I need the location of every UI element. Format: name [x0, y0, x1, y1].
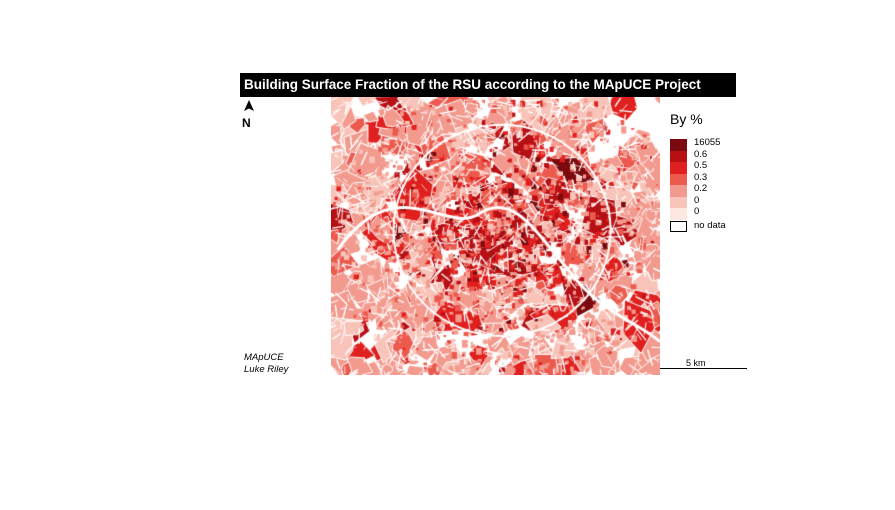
legend-title: By % [670, 111, 703, 127]
legend-swatch [670, 173, 687, 185]
legend-label: 0.3 [694, 171, 708, 183]
legend-swatch [670, 208, 687, 220]
scale-label: 5 km [686, 358, 706, 368]
scale-bar [660, 368, 747, 369]
legend-item: 0 [670, 206, 760, 220]
legend-swatch [670, 185, 687, 197]
legend-swatch [670, 162, 687, 174]
legend-item: 0 [670, 194, 760, 208]
choropleth-canvas [331, 97, 660, 375]
legend-label: 0.5 [694, 160, 708, 171]
map-credit: MApUCE Luke Riley [244, 352, 288, 376]
legend-swatch [670, 150, 687, 162]
north-arrow-icon [242, 99, 256, 129]
legend-item: 0.2 [670, 183, 760, 197]
legend-item: 0.5 [670, 160, 760, 174]
legend-label: 0.6 [694, 148, 708, 160]
legend-label: 0 [694, 194, 700, 206]
legend-label-no-data: no data [694, 219, 726, 231]
legend-item-no-data: no data [670, 220, 760, 234]
legend-label: 0.2 [694, 183, 708, 194]
credit-author: Luke Riley [244, 364, 289, 375]
north-label: N [242, 116, 251, 130]
legend-item: 0.3 [670, 171, 760, 185]
legend-item: 16055 [670, 137, 760, 151]
legend-swatch-no-data [670, 220, 687, 232]
legend: 16055 0.6 0.5 0.3 0.2 0 0 no data [670, 137, 760, 234]
map-title: Building Surface Fraction of the RSU acc… [240, 73, 736, 97]
legend-item: 0.6 [670, 148, 760, 162]
legend-swatch [670, 196, 687, 208]
legend-swatch [670, 139, 687, 151]
credit-project: MApUCE [244, 352, 284, 363]
legend-label: 0 [694, 206, 700, 217]
choropleth-map [331, 97, 660, 375]
legend-label: 16055 [694, 137, 721, 148]
